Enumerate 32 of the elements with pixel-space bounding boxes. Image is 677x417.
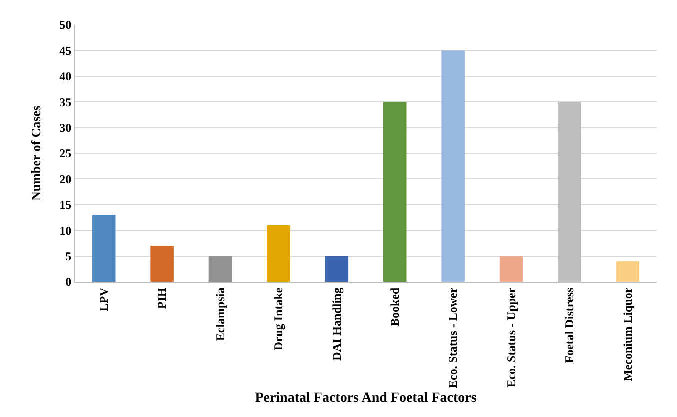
y-tick-label: 35 <box>60 95 72 110</box>
x-tick-label: Eco. Status - Lower <box>446 287 460 388</box>
bar <box>616 261 640 282</box>
x-tick-label: PIH <box>155 287 170 310</box>
bar <box>92 215 116 282</box>
y-tick-label: 40 <box>60 70 72 84</box>
x-tick-label: Foetal Distress <box>562 287 577 364</box>
y-tick-label: 50 <box>60 18 72 32</box>
y-tick-label: 20 <box>60 172 72 186</box>
x-tick-label: Drug Intake <box>272 287 286 351</box>
x-axis-title: Perinatal Factors And Foetal Factors <box>255 390 478 406</box>
y-tick-label: 5 <box>66 250 72 264</box>
bar <box>208 256 232 282</box>
x-tick-label: Meconium Liquor <box>620 287 635 382</box>
bar <box>500 256 524 282</box>
x-tick-label: Booked <box>388 287 402 326</box>
bar <box>150 246 174 282</box>
y-tick-label: 30 <box>60 121 72 135</box>
y-tick-label: 25 <box>60 146 72 161</box>
y-tick-label: 0 <box>66 275 72 290</box>
x-tick-label: Eco. Status - Upper <box>504 287 518 388</box>
y-tick-label: 10 <box>60 224 72 238</box>
bar <box>325 256 349 282</box>
y-axis-title: Number of Cases <box>28 106 44 202</box>
y-tick-label: 45 <box>60 44 72 58</box>
x-tick-label: Eclampsia <box>213 288 228 342</box>
bar <box>267 225 290 282</box>
bar <box>383 102 407 282</box>
x-tick-label: LPV <box>97 287 111 312</box>
y-tick-label: 15 <box>60 198 72 212</box>
x-tick-label: DAI Handling <box>330 288 344 361</box>
bar <box>442 50 465 282</box>
